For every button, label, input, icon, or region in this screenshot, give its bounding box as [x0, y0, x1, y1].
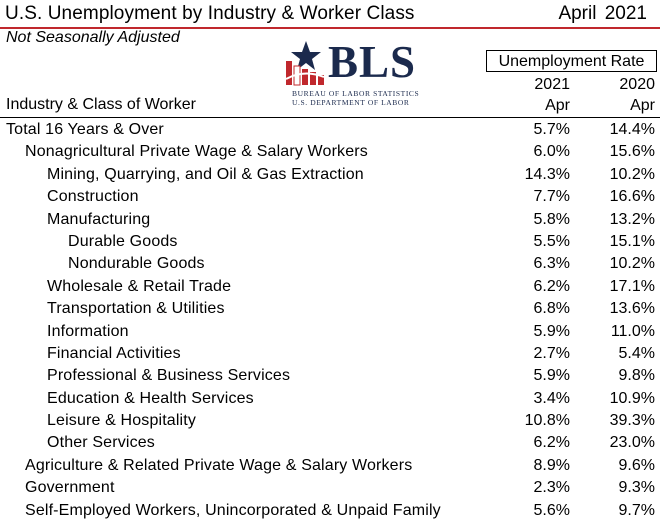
- col-2021-year: 2021: [534, 76, 570, 93]
- row-label: Professional & Business Services: [47, 367, 291, 385]
- rate-2021-cell: 10.8%: [524, 412, 570, 430]
- rate-2021-cell: 2.3%: [533, 479, 570, 497]
- rate-2021-cell: 5.5%: [533, 232, 570, 250]
- row-label: Durable Goods: [68, 232, 178, 250]
- table-row: Information 5.9% 11.0%: [0, 321, 660, 343]
- rate-2020-cell: 5.4%: [618, 344, 655, 362]
- row-label: Other Services: [47, 434, 155, 452]
- rate-2021-cell: 2.7%: [533, 344, 570, 362]
- rate-2020-cell: 10.2%: [609, 165, 655, 183]
- table-row: Agriculture & Related Private Wage & Sal…: [0, 455, 660, 477]
- row-label: Education & Health Services: [47, 389, 254, 407]
- bls-logo-line1: BUREAU OF LABOR STATISTICS: [292, 89, 420, 98]
- row-label: Leisure & Hospitality: [47, 412, 196, 430]
- rate-2020-cell: 10.2%: [609, 255, 655, 273]
- rate-2020-cell: 17.1%: [609, 277, 655, 295]
- bls-logo-text: BLS: [328, 37, 417, 87]
- row-label: Agriculture & Related Private Wage & Sal…: [25, 456, 413, 474]
- rate-2020-cell: 13.2%: [609, 210, 655, 228]
- row-label: Information: [47, 322, 129, 340]
- report-date: April 2021: [558, 3, 647, 24]
- table-row: Transportation & Utilities 6.8% 13.6%: [0, 298, 660, 320]
- table-row: Other Services 6.2% 23.0%: [0, 432, 660, 454]
- bls-logo-icon: [285, 41, 325, 86]
- table-row: Self-Employed Workers, Unincorporated & …: [0, 500, 660, 522]
- header-divider: [0, 117, 660, 118]
- col-2020-year: 2020: [619, 76, 655, 93]
- row-label: Nonagricultural Private Wage & Salary Wo…: [25, 143, 368, 161]
- table-row: Manufacturing 5.8% 13.2%: [0, 209, 660, 231]
- table-row: Education & Health Services 3.4% 10.9%: [0, 388, 660, 410]
- rate-2021-cell: 5.9%: [533, 322, 570, 340]
- rate-2020-cell: 15.6%: [609, 143, 655, 161]
- rate-2021-cell: 7.7%: [533, 188, 570, 206]
- rate-2020-cell: 11.0%: [610, 322, 655, 340]
- page-subtitle: Not Seasonally Adjusted: [6, 29, 180, 46]
- page-title: U.S. Unemployment by Industry & Worker C…: [5, 3, 415, 24]
- rate-2021-cell: 6.2%: [533, 277, 570, 295]
- table-row: Total 16 Years & Over 5.7% 14.4%: [0, 119, 660, 141]
- rate-2021-cell: 6.2%: [533, 434, 570, 452]
- col-2020-month: Apr: [630, 97, 655, 114]
- row-label: Transportation & Utilities: [47, 300, 225, 318]
- rate-2020-cell: 14.4%: [609, 121, 655, 138]
- rate-2021-cell: 5.7%: [533, 121, 570, 138]
- row-label: Financial Activities: [47, 344, 181, 362]
- rate-2020-cell: 9.3%: [618, 479, 655, 497]
- table-row: Nonagricultural Private Wage & Salary Wo…: [0, 141, 660, 163]
- rate-2020-cell: 15.1%: [609, 232, 655, 250]
- rate-2021-cell: 6.8%: [533, 300, 570, 318]
- rate-2021-cell: 5.6%: [533, 501, 570, 519]
- row-label: Manufacturing: [47, 210, 151, 228]
- rate-2021-cell: 6.0%: [533, 143, 570, 161]
- table-row: Nondurable Goods 6.3% 10.2%: [0, 253, 660, 275]
- table-row: Durable Goods 5.5% 15.1%: [0, 231, 660, 253]
- rate-2021-cell: 14.3%: [524, 165, 570, 183]
- row-label: Nondurable Goods: [68, 255, 205, 273]
- table-row: Financial Activities 2.7% 5.4%: [0, 343, 660, 365]
- rate-2020-cell: 16.6%: [609, 188, 655, 206]
- rate-2021-cell: 3.4%: [533, 389, 570, 407]
- rate-2020-cell: 13.6%: [609, 300, 655, 318]
- table-row: Mining, Quarrying, and Oil & Gas Extract…: [0, 164, 660, 186]
- row-label: Government: [25, 479, 115, 497]
- rate-2021-cell: 5.8%: [533, 210, 570, 228]
- stub-header: Industry & Class of Worker: [6, 96, 196, 113]
- row-label: Wholesale & Retail Trade: [47, 277, 232, 295]
- row-label: Mining, Quarrying, and Oil & Gas Extract…: [47, 165, 364, 183]
- table-row: Government 2.3% 9.3%: [0, 477, 660, 499]
- table-row: Leisure & Hospitality 10.8% 39.3%: [0, 410, 660, 432]
- row-label: Total 16 Years & Over: [6, 121, 164, 138]
- bls-logo-line2: U.S. DEPARTMENT OF LABOR: [292, 98, 410, 107]
- rate-2020-cell: 9.6%: [618, 456, 655, 474]
- col-2021-month: Apr: [545, 97, 570, 114]
- table-body: Total 16 Years & Over 5.7% 14.4% Nonagricul…: [0, 119, 660, 522]
- rate-2020-cell: 10.9%: [609, 389, 655, 407]
- rate-2021-cell: 5.9%: [533, 367, 570, 385]
- table-row: Wholesale & Retail Trade 6.2% 17.1%: [0, 276, 660, 298]
- rate-2020-cell: 39.3%: [609, 412, 655, 430]
- rate-2020-cell: 9.8%: [618, 367, 655, 385]
- rate-2021-cell: 8.9%: [533, 456, 570, 474]
- row-label: Self-Employed Workers, Unincorporated & …: [25, 501, 441, 519]
- rate-2020-cell: 23.0%: [609, 434, 655, 452]
- table-row: Construction 7.7% 16.6%: [0, 186, 660, 208]
- table-row: Professional & Business Services 5.9% 9.8%: [0, 365, 660, 387]
- title-divider: [0, 27, 660, 29]
- row-label: Construction: [47, 188, 139, 206]
- unemployment-rate-header: Unemployment Rate: [486, 50, 657, 72]
- rate-2020-cell: 9.7%: [618, 501, 655, 519]
- rate-2021-cell: 6.3%: [533, 255, 570, 273]
